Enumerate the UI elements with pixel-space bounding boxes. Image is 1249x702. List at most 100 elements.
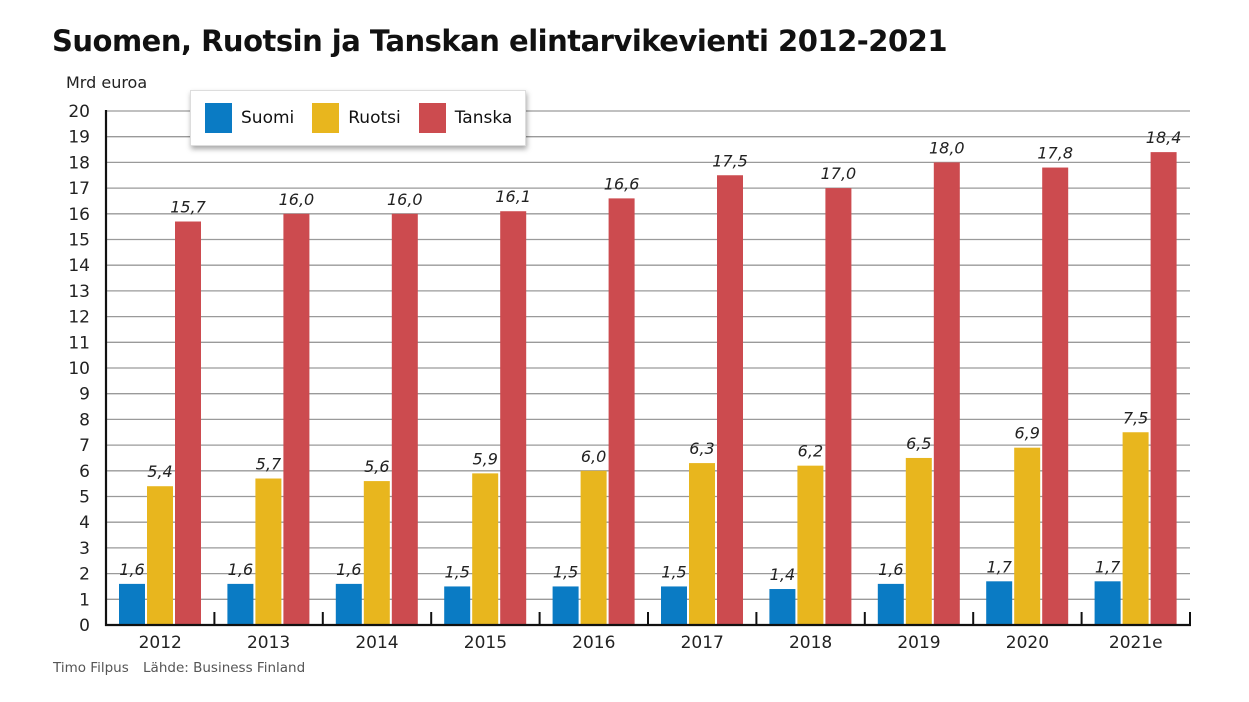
x-axis-ticks: 2012 2013 2014 2015 2016 2017 2018 2019 2020 2021… [139, 633, 1163, 653]
x-tick-label: 2020 [1006, 633, 1049, 653]
bar-ruotsi [147, 486, 173, 625]
bar-ruotsi [255, 478, 282, 625]
data-labels: 1,6 5,4 15,7 1,6 5,7 16,0 1,6 5,6 16,0 1,5 5,9 16,1… [119, 128, 1181, 584]
x-tick-label: 2015 [464, 633, 507, 653]
y-tick-label: 12 [68, 308, 90, 328]
y-tick-label: 5 [79, 488, 90, 508]
data-label: 6,2 [798, 442, 823, 461]
bar-suomi [444, 586, 471, 625]
y-tick-label: 13 [68, 282, 90, 302]
bar-tanska [391, 213, 418, 626]
legend-label-tanska: Tanska [454, 108, 513, 128]
data-label: 1,5 [661, 562, 686, 581]
data-label: 6,5 [906, 434, 931, 453]
legend-item-suomi: Suomi [205, 103, 294, 133]
bar-ruotsi [689, 463, 715, 625]
data-label: 1,6 [228, 560, 253, 579]
data-label: 18,0 [929, 138, 965, 157]
bar-suomi [335, 583, 362, 625]
legend-item-tanska: Tanska [418, 103, 513, 133]
data-label: 16,0 [279, 190, 315, 209]
data-label: 17,0 [821, 164, 857, 183]
bar-ruotsi [363, 481, 390, 625]
y-axis-label: Mrd euroa [66, 73, 147, 92]
y-tick-label: 20 [68, 102, 90, 122]
y-tick-label: 11 [68, 333, 90, 353]
bar-suomi [227, 583, 254, 625]
bar-suomi [877, 583, 904, 625]
bar-ruotsi [580, 470, 607, 625]
x-tick-label: 2019 [897, 633, 940, 653]
bar-tanska [825, 188, 852, 625]
bar-ruotsi [1014, 447, 1041, 625]
y-tick-label: 2 [79, 565, 90, 585]
legend-item-ruotsi: Ruotsi [312, 103, 401, 133]
bar-suomi [119, 583, 145, 625]
legend-label-ruotsi: Ruotsi [348, 108, 401, 128]
bar-suomi [986, 581, 1013, 625]
data-label: 5,4 [147, 462, 172, 481]
data-label: 16,0 [387, 190, 423, 209]
x-tick-label: 2013 [247, 633, 290, 653]
y-tick-label: 15 [68, 231, 90, 251]
bar-suomi [1094, 581, 1121, 625]
y-tick-label: 18 [68, 153, 90, 173]
x-tick-label: 2018 [789, 633, 832, 653]
author-credit: Timo Filpus [53, 660, 129, 676]
legend-label-suomi: Suomi [241, 108, 295, 128]
bar-suomi [769, 589, 796, 625]
data-label: 1,5 [553, 562, 578, 581]
legend-swatch-ruotsi [312, 103, 340, 133]
x-tick-label: 2017 [681, 633, 724, 653]
bar-ruotsi [905, 457, 932, 625]
data-label: 17,8 [1037, 144, 1073, 163]
data-label: 1,7 [1095, 557, 1121, 576]
y-tick-label: 16 [68, 205, 90, 225]
bar-tanska [500, 211, 527, 626]
bar-tanska [933, 162, 960, 625]
data-label: 5,9 [472, 449, 497, 468]
bar-suomi [552, 586, 579, 625]
bar-suomi [661, 586, 687, 625]
chart-title: Suomen, Ruotsin ja Tanskan elintarvikevi… [52, 24, 948, 58]
data-label: 5,6 [364, 457, 389, 476]
x-tick-label: 2012 [139, 633, 182, 653]
bar-tanska [283, 213, 310, 626]
data-label: 5,7 [256, 455, 282, 474]
bar-ruotsi [472, 473, 499, 625]
data-label: 15,7 [170, 198, 206, 217]
bar-ruotsi [797, 465, 824, 625]
y-tick-label: 9 [79, 385, 90, 405]
y-tick-label: 0 [79, 616, 90, 636]
bar-ruotsi [1122, 432, 1149, 625]
data-label: 17,5 [712, 151, 748, 170]
bar-tanska [1150, 152, 1177, 625]
y-tick-label: 7 [79, 436, 90, 456]
data-label: 1,6 [878, 560, 903, 579]
y-tick-label: 6 [79, 462, 90, 482]
footer: Timo Filpus Lähde: Business Finland [53, 660, 315, 676]
source-credit: Lähde: Business Finland [143, 660, 306, 676]
bars [119, 152, 1177, 626]
data-label: 1,6 [336, 560, 361, 579]
legend-swatch-suomi [205, 103, 232, 133]
y-tick-label: 4 [79, 513, 90, 533]
bar-tanska [1042, 167, 1069, 626]
legend: Suomi Ruotsi Tanska [190, 90, 526, 146]
y-tick-label: 8 [79, 410, 90, 430]
x-tick-label: 2016 [572, 633, 615, 653]
data-label: 16,6 [604, 174, 640, 193]
axes [104, 110, 1191, 627]
data-label: 6,3 [689, 439, 714, 458]
data-label: 1,5 [444, 562, 469, 581]
y-tick-label: 3 [79, 539, 90, 559]
data-label: 1,7 [986, 557, 1012, 576]
data-label: 1,6 [119, 560, 144, 579]
y-tick-label: 1 [79, 590, 90, 610]
x-tick-label: 2014 [355, 633, 398, 653]
data-label: 7,5 [1123, 408, 1148, 427]
data-label: 6,0 [581, 447, 606, 466]
bar-tanska [608, 198, 635, 625]
